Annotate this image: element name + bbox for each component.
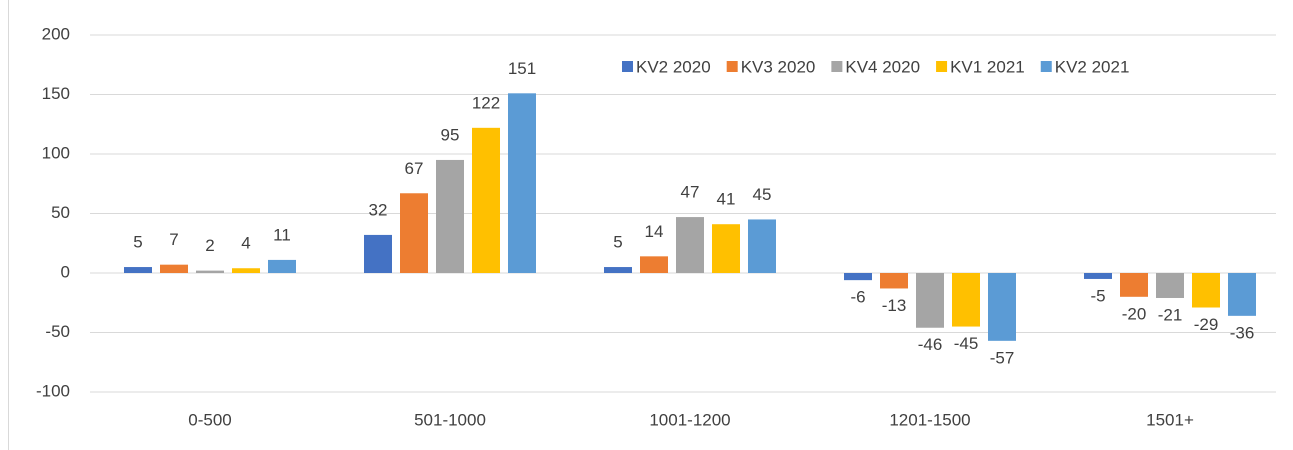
bar	[748, 219, 776, 273]
chart-frame	[8, 0, 9, 450]
data-label: 11	[273, 225, 291, 244]
data-label: 5	[613, 233, 622, 252]
data-label: 14	[645, 222, 664, 241]
data-label: -45	[954, 334, 979, 353]
data-label: 4	[241, 234, 250, 253]
data-label: 95	[441, 125, 460, 144]
y-tick-label: 150	[42, 84, 70, 103]
data-label: 47	[681, 183, 700, 202]
bar	[988, 273, 1016, 341]
legend-label: KV1 2021	[950, 57, 1025, 76]
x-tick-label: 1001-1200	[649, 410, 730, 429]
bar	[232, 268, 260, 273]
bar	[1228, 273, 1256, 316]
y-tick-label: 100	[42, 143, 70, 162]
bar	[508, 93, 536, 273]
bar	[1192, 273, 1220, 308]
data-label: 151	[508, 59, 536, 78]
y-tick-label: 200	[42, 24, 70, 43]
y-tick-label: 50	[51, 203, 70, 222]
legend-label: KV4 2020	[845, 57, 920, 76]
bar	[1084, 273, 1112, 279]
legend-label: KV2 2021	[1055, 57, 1130, 76]
data-label: -6	[850, 288, 865, 307]
legend-swatch	[831, 61, 843, 72]
y-tick-label: -100	[36, 381, 70, 400]
data-label: -21	[1158, 305, 1183, 324]
y-tick-label: 0	[61, 262, 70, 281]
bar	[880, 273, 908, 289]
data-label: 32	[369, 200, 388, 219]
data-label: -29	[1194, 315, 1219, 334]
data-label: 45	[753, 185, 772, 204]
x-tick-label: 1201-1500	[889, 410, 970, 429]
data-label: 122	[472, 93, 500, 112]
x-tick-label: 501-1000	[414, 410, 486, 429]
legend-swatch	[726, 61, 738, 72]
data-label: -5	[1090, 286, 1105, 305]
x-tick-label: 1501+	[1146, 410, 1194, 429]
x-tick-label: 0-500	[188, 410, 231, 429]
data-label: 7	[169, 230, 178, 249]
legend-swatch	[936, 61, 948, 72]
data-label: -20	[1122, 304, 1147, 323]
bar	[640, 256, 668, 273]
data-label: -36	[1230, 323, 1255, 342]
bar	[712, 224, 740, 273]
data-label: 67	[405, 159, 424, 178]
bar	[844, 273, 872, 281]
bar	[436, 159, 464, 273]
y-tick-label: -50	[45, 322, 70, 341]
bar	[604, 267, 632, 273]
bar	[952, 273, 980, 327]
bar	[364, 234, 392, 273]
data-label: 2	[205, 236, 214, 255]
bar	[472, 127, 500, 273]
bar	[1156, 273, 1184, 298]
legend-label: KV2 2020	[636, 57, 711, 76]
data-label: -57	[990, 348, 1015, 367]
bar	[124, 267, 152, 273]
legend-label: KV3 2020	[741, 57, 816, 76]
bar	[196, 270, 224, 273]
legend-swatch	[1040, 61, 1052, 72]
bar	[1120, 273, 1148, 297]
bar	[400, 193, 428, 273]
data-label: -13	[882, 296, 907, 315]
bar	[160, 264, 188, 273]
bar	[676, 217, 704, 273]
data-label: 5	[133, 233, 142, 252]
data-label: 41	[717, 190, 736, 209]
data-label: -46	[918, 335, 943, 354]
legend-swatch	[622, 61, 633, 72]
bar	[268, 259, 296, 273]
bar	[916, 273, 944, 328]
